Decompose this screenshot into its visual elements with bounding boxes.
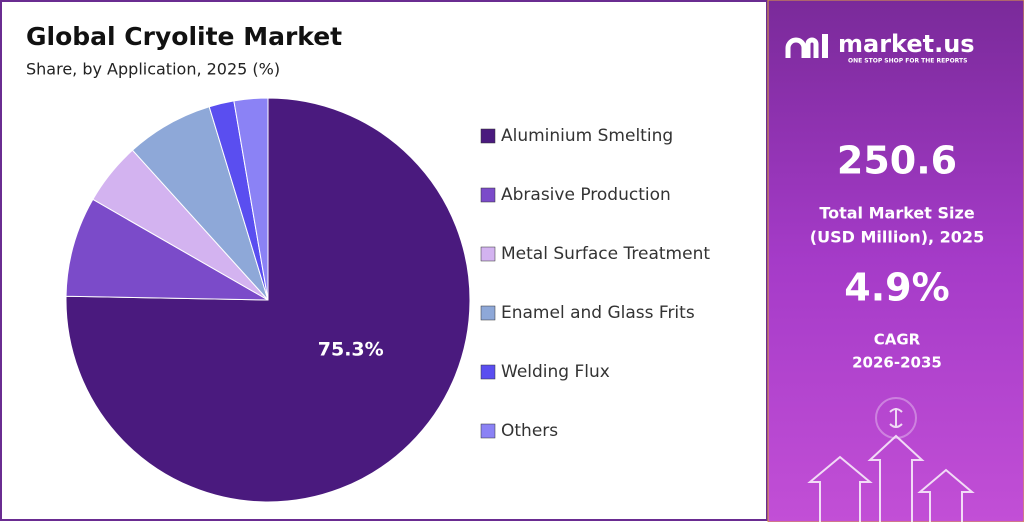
legend-label: Metal Surface Treatment xyxy=(501,244,710,264)
legend-label: Enamel and Glass Frits xyxy=(501,303,695,323)
logo xyxy=(785,34,828,58)
legend-label: Others xyxy=(501,421,558,441)
legend-swatch xyxy=(480,246,496,262)
legend-swatch xyxy=(480,305,496,321)
pie-slice xyxy=(233,97,269,301)
legend: Aluminium Smelting Abrasive Production Met… xyxy=(480,126,710,441)
legend-swatch xyxy=(480,187,496,203)
legend-label: Aluminium Smelting xyxy=(501,126,673,146)
legend-swatch xyxy=(480,364,496,380)
pie: 75.3% xyxy=(65,97,471,503)
slice-label: 75.3% xyxy=(318,339,384,361)
tagline: ONE STOP SHOP FOR THE REPORTS xyxy=(848,58,967,65)
market-size: 250.6 xyxy=(837,139,957,183)
cagr-label: CAGR xyxy=(874,331,921,349)
decor-arrows xyxy=(807,397,975,522)
cagr: 4.9% xyxy=(844,266,949,310)
brand: market.us xyxy=(838,30,975,58)
legend-label: Welding Flux xyxy=(501,362,610,382)
chart-title: Global Cryolite Market xyxy=(26,22,342,51)
legend-swatch xyxy=(480,423,496,439)
market-size-label: (USD Million), 2025 xyxy=(810,228,984,247)
pie-slice xyxy=(65,198,269,301)
legend-label: Abrasive Production xyxy=(501,185,671,205)
market-size-label: Total Market Size xyxy=(819,204,974,223)
chart-subtitle: Share, by Application, 2025 (%) xyxy=(26,60,280,79)
legend-swatch xyxy=(480,128,496,144)
cagr-label: 2026-2035 xyxy=(852,354,942,372)
side-panel xyxy=(767,0,1024,522)
